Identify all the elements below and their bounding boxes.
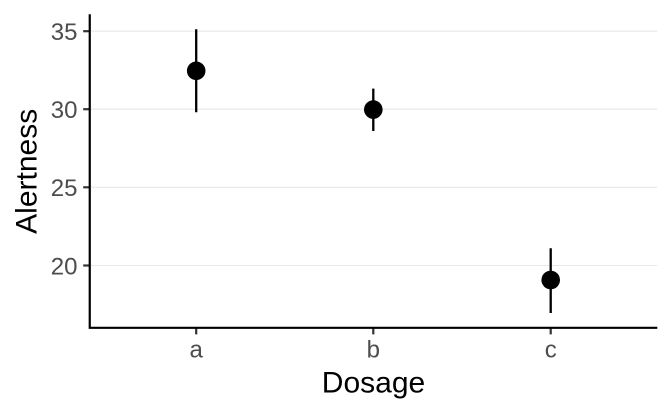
svg-text:c: c <box>545 337 557 364</box>
svg-text:20: 20 <box>51 253 78 280</box>
svg-text:Dosage: Dosage <box>322 367 425 400</box>
svg-text:Alertness: Alertness <box>10 109 43 234</box>
svg-text:25: 25 <box>51 175 78 202</box>
svg-text:b: b <box>367 337 380 364</box>
svg-text:30: 30 <box>51 97 78 124</box>
svg-text:35: 35 <box>51 19 78 46</box>
svg-text:a: a <box>190 337 204 364</box>
